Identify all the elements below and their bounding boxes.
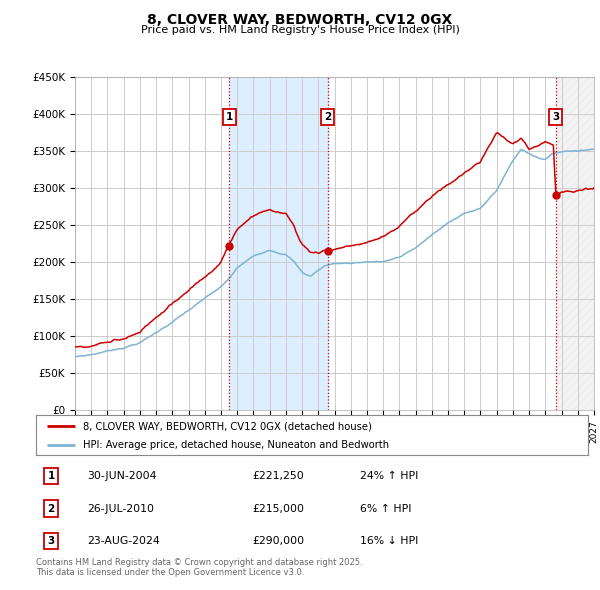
Text: 30-JUN-2004: 30-JUN-2004 xyxy=(87,471,157,481)
Text: 23-AUG-2024: 23-AUG-2024 xyxy=(87,536,160,546)
Text: 1: 1 xyxy=(226,112,233,122)
Text: £290,000: £290,000 xyxy=(252,536,304,546)
Text: Contains HM Land Registry data © Crown copyright and database right 2025.
This d: Contains HM Land Registry data © Crown c… xyxy=(36,558,362,577)
Text: 16% ↓ HPI: 16% ↓ HPI xyxy=(360,536,418,546)
Text: 24% ↑ HPI: 24% ↑ HPI xyxy=(360,471,418,481)
Text: £221,250: £221,250 xyxy=(252,471,304,481)
Text: 3: 3 xyxy=(552,112,559,122)
Text: 1: 1 xyxy=(47,471,55,481)
Text: 2: 2 xyxy=(47,504,55,513)
Text: £215,000: £215,000 xyxy=(252,504,304,513)
Text: 3: 3 xyxy=(47,536,55,546)
Text: 6% ↑ HPI: 6% ↑ HPI xyxy=(360,504,412,513)
Text: 26-JUL-2010: 26-JUL-2010 xyxy=(87,504,154,513)
Text: Price paid vs. HM Land Registry's House Price Index (HPI): Price paid vs. HM Land Registry's House … xyxy=(140,25,460,35)
Text: 2: 2 xyxy=(324,112,331,122)
Text: 8, CLOVER WAY, BEDWORTH, CV12 0GX (detached house): 8, CLOVER WAY, BEDWORTH, CV12 0GX (detac… xyxy=(83,421,372,431)
Bar xyxy=(556,77,594,410)
Text: 8, CLOVER WAY, BEDWORTH, CV12 0GX: 8, CLOVER WAY, BEDWORTH, CV12 0GX xyxy=(148,13,452,27)
Text: HPI: Average price, detached house, Nuneaton and Bedworth: HPI: Average price, detached house, Nune… xyxy=(83,440,389,450)
Bar xyxy=(229,77,328,410)
